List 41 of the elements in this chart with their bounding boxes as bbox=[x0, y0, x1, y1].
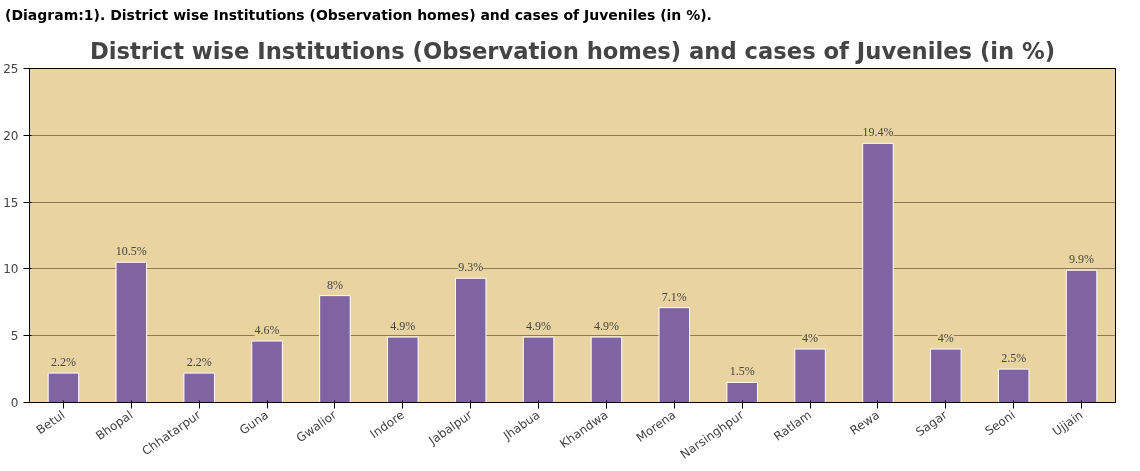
bar bbox=[997, 368, 1030, 403]
data-label: 4.6% bbox=[254, 323, 280, 338]
bar bbox=[454, 277, 487, 403]
y-tick-label: 20 bbox=[3, 128, 19, 143]
bar bbox=[319, 295, 351, 403]
text: (Diagram:1). District wise Institutions (Observation homes) and cases of Juveniles (in %). bbox=[5, 6, 712, 25]
data-label: 9.9% bbox=[1069, 252, 1095, 267]
data-label: 2.2% bbox=[186, 355, 212, 370]
data-label: 9.3% bbox=[458, 260, 484, 275]
data-label: 4% bbox=[937, 331, 954, 346]
bar bbox=[47, 372, 80, 403]
y-tick-label: 15 bbox=[3, 195, 19, 210]
y-tick-label: 10 bbox=[3, 262, 19, 277]
bar bbox=[862, 142, 894, 403]
x-tick-label: Guna bbox=[236, 407, 272, 438]
data-label: 4.9% bbox=[526, 319, 552, 334]
data-label: 4.9% bbox=[390, 319, 416, 334]
data-label: 10.5% bbox=[115, 244, 147, 259]
data-label: 1.5% bbox=[729, 364, 755, 379]
data-label: 4% bbox=[802, 331, 819, 346]
bar bbox=[183, 372, 215, 403]
bar bbox=[726, 381, 758, 403]
bar bbox=[115, 261, 148, 403]
data-label: 2.5% bbox=[1001, 351, 1027, 366]
bar bbox=[930, 348, 962, 403]
data-label: 7.1% bbox=[661, 289, 687, 304]
bar bbox=[1065, 269, 1098, 403]
bar bbox=[522, 336, 555, 403]
bar bbox=[658, 307, 691, 403]
y-tick-label: 0 bbox=[10, 396, 19, 410]
data-label: 2.2% bbox=[50, 355, 76, 370]
bar bbox=[590, 336, 623, 403]
y-tick-label: 25 bbox=[3, 62, 19, 76]
data-label: 19.4% bbox=[862, 125, 894, 140]
data-label: 8% bbox=[326, 277, 343, 292]
chart-title: District wise Institutions (Observation homes) and cases of Juveniles (in %) bbox=[89, 37, 1056, 64]
y-tick-label: 5 bbox=[10, 329, 19, 344]
data-label: 4.9% bbox=[593, 319, 619, 334]
bar bbox=[387, 336, 419, 403]
bar bbox=[251, 340, 283, 403]
bar bbox=[794, 348, 826, 403]
